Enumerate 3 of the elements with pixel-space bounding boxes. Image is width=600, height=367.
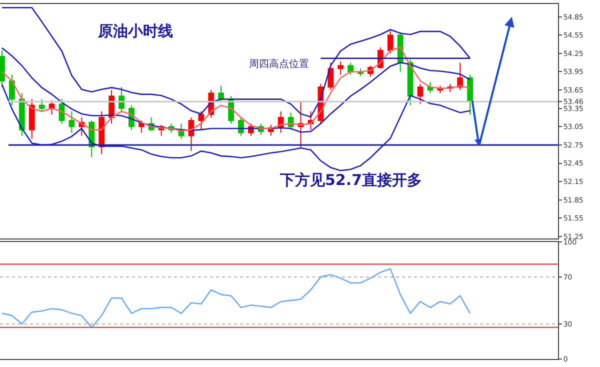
annotation: 周四高点位置	[249, 58, 309, 70]
text: 原油小时线	[97, 22, 173, 40]
annotation: 下方见52.7直接开多	[279, 171, 422, 189]
